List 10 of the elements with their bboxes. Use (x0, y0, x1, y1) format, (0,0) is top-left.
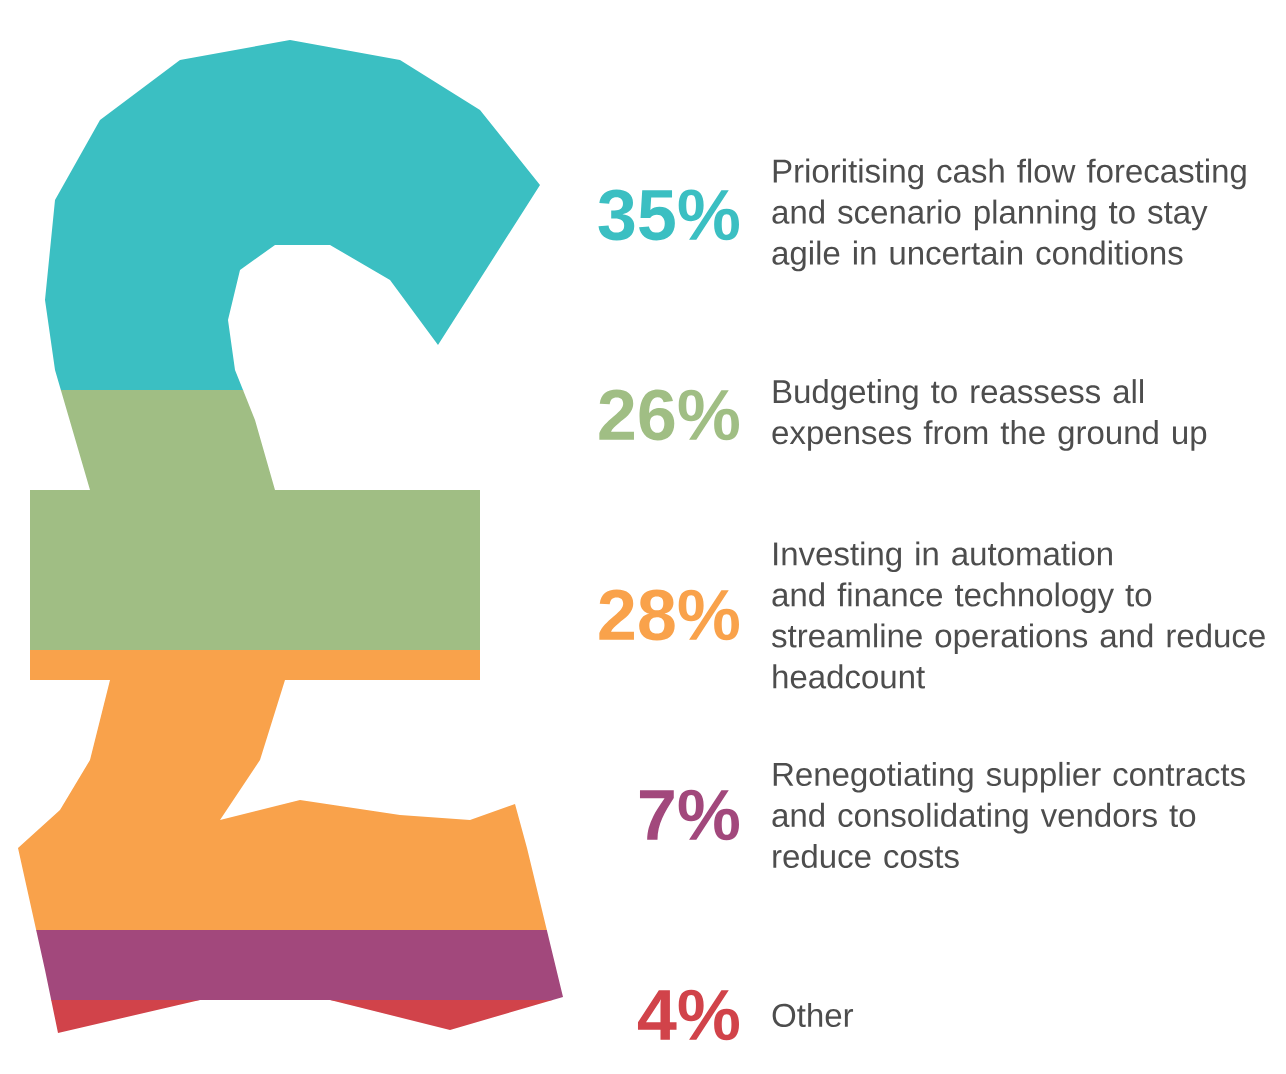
category-label: Investing in automation and finance technology to streamline operations and reduce headcount (771, 541, 1265, 689)
data-label: 26% (599, 389, 739, 441)
category-label: Budgeting to reassess all expenses from the ground up (772, 379, 1207, 451)
data-label: 4% (637, 989, 740, 1041)
data-label: 28% (599, 589, 739, 641)
data-label: 35% (598, 189, 739, 241)
category-label: Other (772, 1002, 854, 1028)
data-label: 7% (639, 789, 740, 841)
category-label: Prioritising cash flow forecasting and scenario planning to stay agile in uncertain conditions (772, 158, 1246, 272)
category-label: Renegotiating supplier contracts and consolidating vendors to reduce costs (772, 761, 1245, 869)
